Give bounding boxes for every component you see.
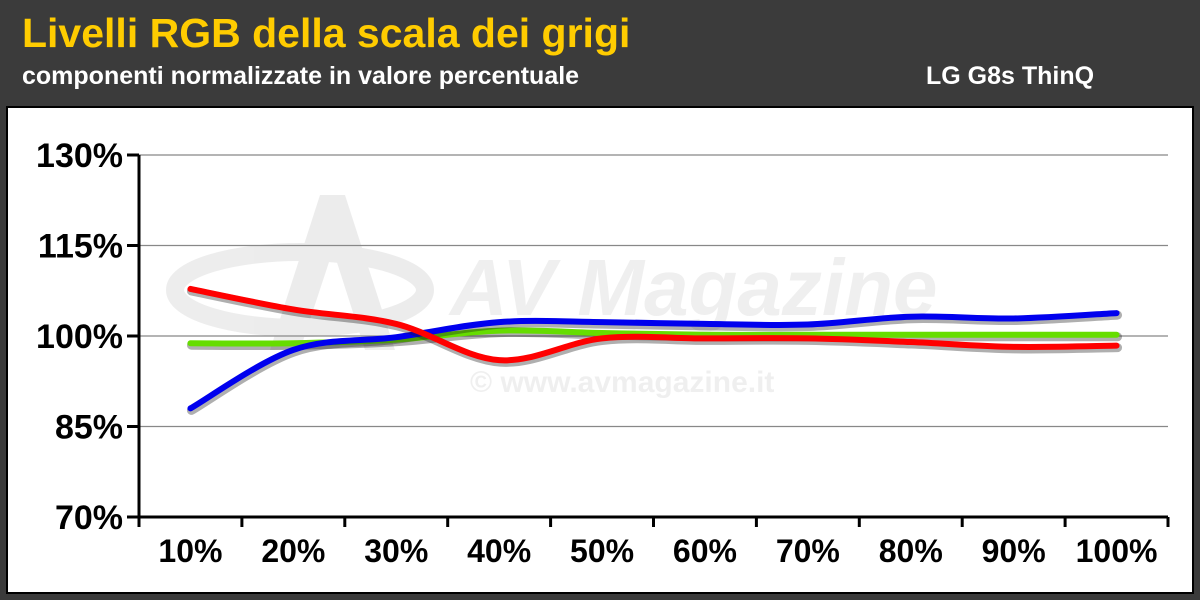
x-tick-label: 70% [776, 533, 840, 569]
series-line-blue [187, 310, 1120, 412]
series-lines [186, 285, 1123, 415]
x-tick-labels: 10% 20% 30% 40% 50% 60% 70% 80% 90% 100% [158, 533, 1157, 569]
watermark-url: © www.avmagazine.it [470, 366, 774, 399]
y-tick-labels: 130% 115% 100% 85% 70% [36, 137, 123, 537]
x-tick-label: 80% [879, 533, 943, 569]
x-tick-label: 30% [364, 533, 428, 569]
x-tick-label: 100% [1076, 533, 1158, 569]
y-tick-label: 100% [36, 318, 123, 356]
y-tick-label: 130% [36, 137, 123, 175]
x-tick-label: 10% [158, 533, 222, 569]
x-tick-label: 40% [467, 533, 531, 569]
chart-subtitle: componenti normalizzate in valore percen… [22, 62, 580, 90]
y-tick-label: 70% [55, 499, 123, 537]
x-tick-label: 50% [570, 533, 634, 569]
x-tick-label: 60% [673, 533, 737, 569]
y-tick-label: 115% [38, 228, 123, 266]
chart-title: Livelli RGB della scala dei grigi [22, 10, 631, 56]
watermark: AV Magazine © www.avmagazine.it [166, 195, 938, 399]
plot-panel [6, 106, 1194, 594]
watermark-brand: AV Magazine [448, 243, 938, 332]
x-tick-label: 20% [261, 533, 325, 569]
axes [127, 153, 1170, 527]
series-line-red [187, 285, 1120, 364]
watermark-logo-ring [166, 243, 434, 337]
x-tick-label: 90% [982, 533, 1046, 569]
y-tick-label: 85% [55, 409, 123, 447]
device-name: LG G8s ThinQ [926, 62, 1095, 90]
